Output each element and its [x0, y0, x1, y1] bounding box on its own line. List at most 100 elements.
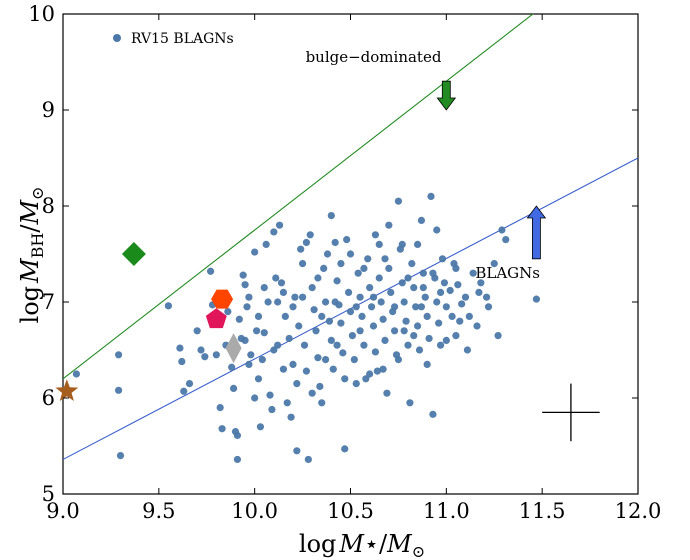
data-point — [320, 264, 328, 272]
data-point — [398, 240, 406, 248]
data-point — [423, 360, 431, 368]
y-tick-label: 8 — [42, 194, 55, 218]
data-point — [266, 391, 274, 399]
legend-label: RV15 BLAGNs — [131, 31, 234, 47]
data-point — [465, 312, 473, 320]
annotation-label-0: bulge−dominated — [306, 48, 442, 66]
data-point — [114, 386, 123, 394]
data-point — [438, 255, 447, 263]
data-point — [289, 303, 297, 311]
y-axis-label: logMBH/M⊙ — [16, 187, 47, 324]
data-point — [362, 375, 370, 383]
data-points — [72, 192, 541, 464]
data-point — [348, 332, 357, 340]
legend: RV15 BLAGNs — [113, 31, 234, 47]
data-point — [442, 336, 450, 344]
data-point — [316, 382, 324, 391]
x-tick-label: 11.5 — [519, 499, 566, 523]
data-point — [475, 288, 483, 296]
data-point — [387, 288, 395, 296]
data-point — [331, 238, 339, 247]
special-points — [55, 242, 242, 401]
data-point — [343, 236, 351, 244]
data-point — [245, 360, 253, 368]
data-point — [228, 363, 236, 371]
data-point — [283, 399, 291, 407]
data-point — [427, 192, 435, 200]
special-point-pentagon — [205, 308, 227, 329]
data-point — [484, 303, 493, 311]
x-tick-label: 11.0 — [423, 499, 470, 523]
data-point — [216, 404, 224, 412]
data-point — [358, 312, 366, 320]
data-point — [333, 277, 341, 285]
data-point — [463, 346, 472, 354]
data-point — [369, 322, 378, 330]
data-point — [404, 274, 412, 282]
data-point — [321, 298, 330, 306]
data-point — [339, 349, 347, 357]
data-point — [452, 264, 460, 272]
data-point — [354, 269, 362, 277]
data-point — [425, 334, 433, 343]
data-point — [366, 284, 374, 292]
data-point — [413, 322, 422, 330]
data-point — [477, 279, 485, 287]
data-point — [394, 197, 403, 205]
data-point — [235, 315, 243, 323]
data-point — [413, 240, 422, 248]
data-point — [390, 327, 399, 335]
data-point — [298, 293, 307, 301]
data-point — [341, 375, 349, 383]
data-point — [310, 306, 318, 314]
data-point — [452, 332, 460, 340]
data-point — [279, 365, 288, 373]
data-point — [371, 231, 380, 239]
data-point — [398, 279, 406, 287]
data-point — [268, 405, 276, 414]
data-point — [176, 344, 184, 352]
data-point — [289, 360, 297, 368]
data-point — [308, 389, 316, 397]
data-point — [344, 288, 353, 296]
data-point — [381, 255, 389, 263]
data-point — [469, 269, 477, 277]
data-point — [490, 260, 498, 268]
data-point — [218, 425, 226, 433]
data-point — [333, 341, 341, 349]
data-point — [356, 327, 364, 335]
data-point — [254, 312, 263, 320]
data-point — [458, 300, 466, 308]
data-point — [364, 255, 372, 263]
data-point — [404, 341, 412, 349]
data-point — [308, 284, 316, 292]
special-point-star — [55, 379, 79, 401]
data-point — [252, 327, 261, 335]
data-point — [352, 380, 360, 388]
data-point — [341, 445, 349, 453]
data-point — [272, 274, 280, 282]
data-point — [415, 346, 424, 354]
data-point — [494, 332, 502, 340]
data-point — [72, 370, 81, 378]
data-point — [417, 303, 426, 311]
data-point — [243, 303, 251, 311]
data-point — [360, 264, 368, 272]
data-point — [383, 389, 391, 397]
data-point — [436, 341, 445, 349]
data-point — [385, 221, 393, 229]
data-point — [258, 356, 266, 364]
data-point — [274, 298, 282, 306]
data-point — [323, 250, 332, 258]
x-tick-label: 10.0 — [231, 499, 278, 523]
data-point — [375, 274, 383, 282]
x-axis-label: log M⋆/M⊙ — [299, 530, 425, 560]
data-point — [423, 312, 431, 320]
data-point — [281, 312, 289, 320]
data-point — [400, 327, 408, 335]
data-point — [421, 293, 429, 301]
data-point — [239, 271, 247, 279]
data-point — [270, 346, 278, 354]
data-point — [337, 319, 345, 327]
data-point — [366, 370, 374, 378]
